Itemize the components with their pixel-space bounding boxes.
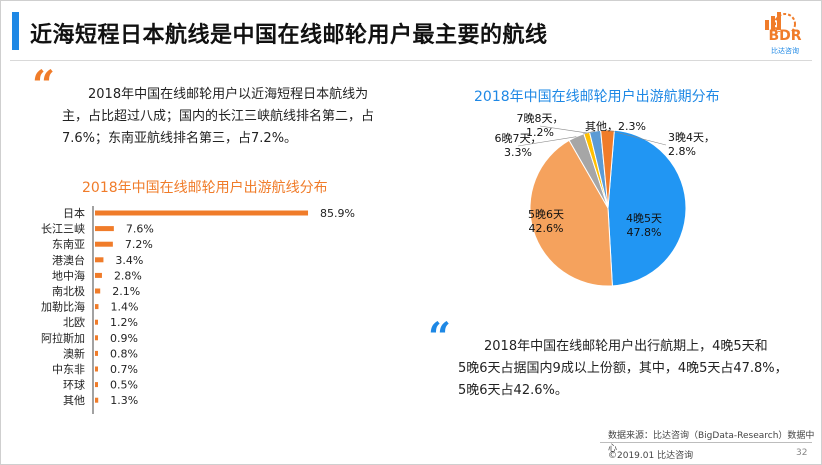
bar-chart-title: 2018年中国在线邮轮用户出游航线分布 (82, 180, 328, 196)
bar-category-label: 长江三峡 (41, 222, 85, 236)
pie-slice-label: 5晚6天 (528, 208, 564, 221)
pie-slice-pct: 47.8% (627, 226, 662, 239)
bar-value-label: 0.7% (110, 363, 138, 376)
quote-icon: “ (428, 314, 452, 361)
bar-mark (95, 226, 114, 232)
pie-slice-label: 6晚7天， (495, 132, 542, 145)
logo-text: BDR (768, 28, 802, 44)
page-number: 32 (796, 448, 808, 458)
bar-mark (95, 319, 98, 325)
footer-divider (600, 442, 812, 443)
pie-slice-pct: 42.6% (529, 222, 564, 235)
quote-icon: “ (32, 62, 56, 109)
bar-value-label: 2.1% (112, 285, 140, 298)
bar-value-label: 7.6% (126, 223, 154, 236)
bdr-logo: BDR 比达咨询 (757, 8, 813, 60)
pie-slice-pct: 1.2% (526, 126, 554, 139)
bar-value-label: 1.2% (110, 316, 138, 329)
right-text-line: 5晚6天占据国内9成以上份额，其中，4晚5天占47.8%， (458, 361, 788, 376)
header-divider (10, 60, 812, 61)
bar-mark (95, 272, 102, 278)
title-accent-bar (12, 12, 19, 50)
bar-category-label: 澳新 (63, 346, 85, 360)
bar-mark (95, 210, 309, 216)
bar-mark (95, 288, 101, 294)
bar-category-label: 加勒比海 (41, 300, 85, 314)
bar-value-label: 2.8% (114, 269, 142, 282)
bar-mark (95, 257, 104, 263)
bar-value-label: 1.4% (110, 301, 138, 314)
bar-mark (95, 382, 98, 388)
bar-value-label: 0.9% (110, 332, 138, 345)
right-summary-text: 2018年中国在线邮轮用户出行航期上，4晚5天和 5晚6天占据国内9成以上份额，… (458, 336, 798, 402)
bar-category-label: 日本 (63, 206, 85, 220)
pie-slice-label: 4晚5天 (626, 212, 662, 225)
pie-slice-pct: 2.8% (668, 145, 696, 158)
bar-value-label: 1.3% (110, 394, 138, 407)
left-text-line: 主，占比超过八成；国内的长江三峡航线排名第二，占 (62, 109, 375, 124)
bar-value-label: 7.2% (125, 238, 153, 251)
bar-category-label: 其他 (63, 394, 85, 407)
pie-slice-label: 3晚4天， (668, 131, 715, 144)
pie-leader-line (517, 136, 577, 147)
route-bar-chart: 日本 85.9% 长江三峡 7.6% 东南亚 7.2% 港澳台 3.4% 地中海 2.8% 南北极 2… (41, 206, 355, 414)
bar-category-label: 南北极 (52, 284, 85, 298)
pie-leader-line (539, 125, 587, 134)
bar-mark (95, 335, 98, 341)
pie-leader-line (607, 129, 667, 146)
bar-category-label: 中东非 (52, 363, 85, 376)
bar-mark (95, 366, 98, 372)
right-text-line: 2018年中国在线邮轮用户出行航期上，4晚5天和 (484, 339, 768, 354)
pie-slice-label: 7晚8天， (517, 112, 564, 125)
right-text-line: 5晚6天占42.6%。 (458, 383, 568, 398)
bar-category-label: 地中海 (52, 268, 85, 282)
data-source: 数据来源：比达咨询（BigData-Research）数据中心 (608, 431, 815, 454)
bar-mark (95, 241, 113, 247)
bar-value-label: 0.5% (110, 379, 138, 392)
pie-slice (607, 129, 687, 287)
copyright: ©2019.01 比达咨询 (608, 451, 694, 461)
left-summary-text: 2018年中国在线邮轮用户以近海短程日本航线为 主，占比超过八成；国内的长江三峡… (62, 84, 392, 150)
pie-leader-line (582, 130, 596, 135)
bar-value-label: 85.9% (320, 207, 355, 220)
pie-slice-label: 其他，2.3% (585, 120, 646, 133)
bar-category-label: 环球 (63, 378, 85, 392)
page-title: 近海短程日本航线是中国在线邮轮用户最主要的航线 (30, 23, 548, 48)
bar-mark (95, 304, 99, 310)
pie-chart-title: 2018年中国在线邮轮用户出游航期分布 (474, 89, 720, 105)
bar-category-label: 港澳台 (52, 253, 85, 267)
bar-category-label: 北欧 (63, 316, 85, 329)
pie-slice (529, 139, 613, 287)
bar-category-label: 东南亚 (52, 238, 85, 251)
left-text-line: 7.6%；东南亚航线排名第三，占7.2%。 (62, 131, 298, 146)
bar-mark (95, 397, 99, 403)
pie-slice-pct: 3.3% (504, 146, 532, 159)
logo-subtext: 比达咨询 (771, 47, 799, 55)
bar-value-label: 0.8% (110, 347, 138, 360)
bar-mark (95, 350, 98, 356)
bar-category-label: 阿拉斯加 (41, 331, 85, 345)
bar-value-label: 3.4% (115, 254, 143, 267)
left-text-line: 2018年中国在线邮轮用户以近海短程日本航线为 (88, 87, 369, 102)
